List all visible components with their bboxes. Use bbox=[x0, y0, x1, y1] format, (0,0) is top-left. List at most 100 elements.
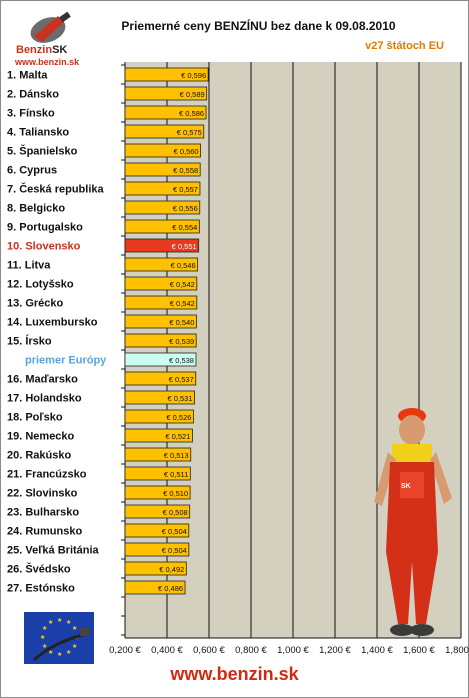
eu-flag-icon: ★ ★★★ ★★★★ ★★★★ bbox=[24, 612, 94, 664]
bar-label-6: € 0,557 bbox=[173, 185, 198, 194]
category-label-15: priemer Európy bbox=[25, 355, 107, 367]
svg-text:★: ★ bbox=[57, 617, 62, 624]
bar-label-3: € 0,575 bbox=[177, 128, 202, 137]
svg-text:★: ★ bbox=[40, 634, 45, 641]
svg-text:★: ★ bbox=[42, 643, 47, 650]
category-label-26: 26. Švédsko bbox=[7, 563, 71, 576]
bar-21 bbox=[124, 466, 191, 481]
bar-label-11: € 0,542 bbox=[170, 280, 195, 289]
bar-label-18: € 0,526 bbox=[166, 413, 191, 422]
bar-6 bbox=[124, 181, 201, 196]
logo-brand-word: Benzin bbox=[16, 44, 53, 56]
bar-label-27: € 0,486 bbox=[158, 584, 183, 593]
category-label-17: 17. Holandsko bbox=[7, 393, 82, 405]
bar-label-15: € 0,538 bbox=[169, 356, 194, 365]
bar-19 bbox=[124, 428, 193, 443]
category-label-8: 9. Portugalsko bbox=[7, 222, 83, 234]
bar-20 bbox=[124, 447, 192, 462]
bar-25 bbox=[124, 542, 190, 557]
x-tick-label-3: 0,800 € bbox=[235, 645, 267, 656]
category-label-16: 16. Maďarsko bbox=[7, 374, 78, 386]
logo-brand: BenzinSK bbox=[16, 44, 67, 56]
bar-label-26: € 0,492 bbox=[159, 565, 184, 574]
bar-label-2: € 0,586 bbox=[179, 109, 204, 118]
category-label-0: 1. Malta bbox=[7, 70, 48, 82]
bar-23 bbox=[124, 504, 191, 519]
x-tick-label-1: 0,400 € bbox=[151, 645, 183, 656]
bar-label-5: € 0,558 bbox=[173, 166, 198, 175]
category-label-5: 6. Cyprus bbox=[7, 165, 57, 177]
bar-16 bbox=[124, 371, 197, 386]
bar-4 bbox=[124, 143, 201, 158]
bar-label-12: € 0,542 bbox=[170, 299, 195, 308]
bar-9 bbox=[124, 238, 200, 253]
category-label-24: 24. Rumunsko bbox=[7, 526, 82, 538]
bar-label-14: € 0,539 bbox=[169, 337, 194, 346]
bar-label-17: € 0,531 bbox=[167, 394, 192, 403]
category-label-10: 11. Litva bbox=[7, 260, 51, 272]
bar-label-22: € 0,510 bbox=[163, 489, 188, 498]
category-label-13: 14. Luxembursko bbox=[7, 317, 98, 329]
bar-14 bbox=[124, 333, 197, 348]
category-label-1: 2. Dánsko bbox=[7, 89, 59, 101]
bar-label-13: € 0,540 bbox=[169, 318, 194, 327]
category-label-2: 3. Fínsko bbox=[7, 108, 55, 120]
category-label-7: 8. Belgicko bbox=[7, 203, 65, 215]
category-label-20: 20. Rakúsko bbox=[7, 450, 71, 462]
svg-text:★: ★ bbox=[48, 649, 53, 656]
x-tick-label-2: 0,600 € bbox=[193, 645, 225, 656]
category-label-11: 12. Lotyšsko bbox=[7, 279, 74, 291]
bar-label-4: € 0,560 bbox=[174, 147, 199, 156]
svg-text:★: ★ bbox=[66, 619, 71, 626]
bar-label-1: € 0,589 bbox=[180, 90, 205, 99]
logo-url[interactable]: www.benzin.sk bbox=[15, 57, 80, 67]
x-tick-label-0: 0,200 € bbox=[109, 645, 141, 656]
category-label-4: 5. Španielsko bbox=[7, 145, 78, 158]
category-label-14: 15. Írsko bbox=[7, 335, 52, 348]
category-label-22: 22. Slovinsko bbox=[7, 488, 78, 500]
svg-text:★: ★ bbox=[66, 649, 71, 656]
svg-text:SK: SK bbox=[401, 483, 411, 490]
benzin-logo[interactable] bbox=[14, 10, 88, 66]
bar-24 bbox=[124, 523, 190, 538]
svg-text:★: ★ bbox=[72, 643, 77, 650]
category-label-23: 23. Bulharsko bbox=[7, 507, 79, 519]
svg-text:★: ★ bbox=[72, 625, 77, 632]
chart-title: Priemerné ceny BENZÍNU bez dane k 09.08.… bbox=[121, 19, 396, 33]
bar-label-16: € 0,537 bbox=[169, 375, 194, 384]
x-tick-label-7: 1,600 € bbox=[403, 645, 435, 656]
bar-label-7: € 0,556 bbox=[173, 204, 198, 213]
category-label-3: 4. Taliansko bbox=[7, 127, 69, 139]
category-label-18: 18. Poľsko bbox=[7, 412, 63, 424]
bar-13 bbox=[124, 314, 197, 329]
svg-text:★: ★ bbox=[48, 619, 53, 626]
bar-label-24: € 0,504 bbox=[162, 527, 187, 536]
mascot-figure: SK bbox=[374, 408, 452, 636]
bar-label-23: € 0,508 bbox=[163, 508, 188, 517]
bar-5 bbox=[124, 162, 201, 177]
bar-12 bbox=[124, 295, 198, 310]
x-tick-label-8: 1,800 € bbox=[445, 645, 469, 656]
bar-2 bbox=[124, 105, 207, 120]
category-label-6: 7. Česká republika bbox=[7, 183, 104, 196]
bar-26 bbox=[124, 561, 187, 576]
category-label-19: 19. Nemecko bbox=[7, 431, 75, 443]
bar-7 bbox=[124, 200, 201, 215]
footer-url[interactable]: www.benzin.sk bbox=[170, 664, 299, 684]
bar-0 bbox=[124, 67, 209, 82]
logo-brand-sk: SK bbox=[52, 44, 68, 56]
bar-22 bbox=[124, 485, 191, 500]
bar-15 bbox=[124, 352, 197, 367]
category-label-25: 25. Veľká Británia bbox=[7, 545, 100, 557]
svg-text:★: ★ bbox=[57, 651, 62, 658]
bar-label-20: € 0,513 bbox=[164, 451, 189, 460]
bar-label-0: € 0,596 bbox=[181, 71, 206, 80]
category-label-21: 21. Francúzsko bbox=[7, 469, 87, 481]
bar-3 bbox=[124, 124, 205, 139]
x-tick-label-5: 1,200 € bbox=[319, 645, 351, 656]
bar-label-8: € 0,554 bbox=[172, 223, 197, 232]
svg-text:★: ★ bbox=[42, 625, 47, 632]
bar-8 bbox=[124, 219, 200, 234]
bar-18 bbox=[124, 409, 194, 424]
